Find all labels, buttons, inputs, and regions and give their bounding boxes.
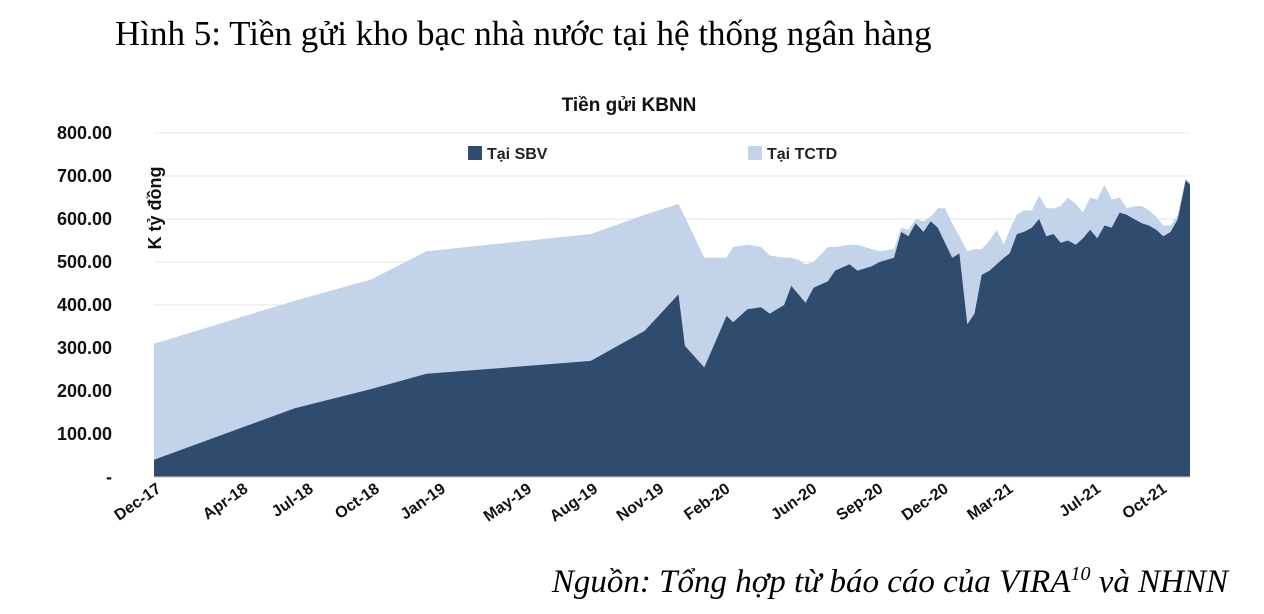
legend-label-sbv: Tại SBV — [487, 146, 548, 163]
y-tick-label: 200.00 — [57, 381, 112, 401]
stacked-areas — [154, 178, 1190, 478]
y-tick-label: 600.00 — [57, 209, 112, 229]
area-tai-sbv — [154, 180, 1190, 478]
y-tick-label: 500.00 — [57, 252, 112, 272]
source-note: Nguồn: Tổng hợp từ báo cáo của VIRA10 và… — [552, 563, 1228, 601]
chart-panel: - 100.00 200.00 300.00 400.00 500.00 600.00 700… — [44, 81, 1222, 541]
source-footnote-ref: 10 — [1070, 563, 1091, 585]
x-tick-label: May-19 — [481, 480, 535, 525]
x-tick-label: Jan-19 — [398, 480, 449, 523]
x-tick-label: Jun-20 — [768, 480, 820, 524]
source-suffix: và NHNN — [1090, 564, 1228, 600]
y-axis-label: K tỷ đồng — [145, 167, 165, 250]
x-tick-label: Jul-18 — [269, 480, 317, 521]
x-tick-label: Feb-20 — [681, 480, 733, 524]
y-tick-label: 400.00 — [57, 295, 112, 315]
area-tai-tctd — [154, 178, 1190, 460]
x-tick-label: Dec-20 — [899, 480, 952, 524]
x-tick-label: Oct-18 — [332, 480, 383, 523]
y-tick-label: - — [106, 467, 112, 487]
legend-item-tctd: Tại TCTD — [748, 146, 837, 163]
legend-swatch-tctd — [748, 146, 762, 160]
source-prefix: Nguồn: Tổng hợp từ báo cáo của VIRA — [551, 564, 1071, 600]
x-tick-label: Mar-21 — [964, 480, 1016, 524]
legend-swatch-sbv — [468, 146, 482, 160]
y-tick-labels: - 100.00 200.00 300.00 400.00 500.00 600.00 700… — [57, 123, 112, 487]
x-tick-label: Apr-18 — [200, 480, 251, 523]
y-tick-label: 800.00 — [57, 123, 112, 143]
x-tick-label: Dec-17 — [112, 480, 165, 524]
figure-title: Hình 5: Tiền gửi kho bạc nhà nước tại hệ… — [115, 14, 932, 53]
y-tick-label: 700.00 — [57, 166, 112, 186]
x-tick-label: Nov-19 — [614, 480, 668, 525]
x-tick-label: Aug-19 — [547, 480, 601, 525]
legend-item-sbv: Tại SBV — [468, 146, 548, 163]
y-tick-label: 100.00 — [57, 424, 112, 444]
legend: Tại SBV Tại TCTD — [468, 146, 837, 163]
x-tick-label: Oct-21 — [1120, 480, 1171, 523]
x-tick-label: Jul-21 — [1056, 480, 1104, 521]
x-tick-label: Sep-20 — [834, 480, 887, 524]
legend-label-tctd: Tại TCTD — [767, 146, 837, 163]
area-chart: - 100.00 200.00 300.00 400.00 500.00 600.00 700… — [57, 95, 1190, 525]
x-tick-labels: Dec-17 Apr-18 Jul-18 Oct-18 Jan-19 May-19 Aug-… — [112, 480, 1171, 525]
chart-title: Tiền gửi KBNN — [562, 95, 697, 116]
y-tick-label: 300.00 — [57, 338, 112, 358]
